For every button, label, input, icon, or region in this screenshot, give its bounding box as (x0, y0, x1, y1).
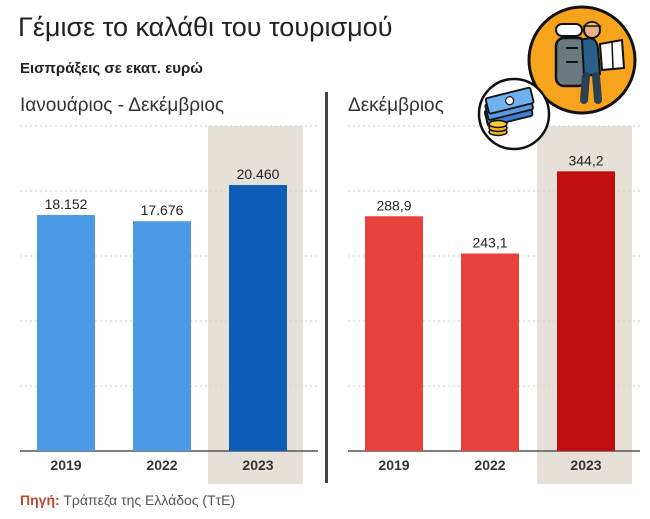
left-value-label-2022: 17.676 (141, 202, 184, 218)
right-value-label-2019: 288,9 (376, 197, 411, 213)
left-panel-title: Ιανουάριος - Δεκέμβριος (20, 95, 225, 116)
right-bar-2023 (557, 171, 615, 451)
right-panel-title: Δεκέμβριος (348, 95, 444, 116)
left-tick-label-2022: 2022 (146, 457, 177, 473)
traveler-backpack-icon (527, 5, 637, 115)
right-tick-label-2022: 2022 (474, 457, 505, 473)
source-text: Τράπεζα της Ελλάδος (ΤτΕ) (63, 492, 236, 508)
right-tick-label-2023: 2023 (570, 457, 601, 473)
money-stack-icon (477, 77, 551, 151)
right-value-label-2022: 243,1 (472, 234, 507, 250)
panel-divider (325, 92, 328, 483)
left-bar-2023 (229, 185, 287, 451)
left-bar-2019 (37, 215, 95, 451)
chart-title: Γέμισε το καλάθι του τουρισμού (18, 12, 393, 42)
right-value-label-2023: 344,2 (568, 152, 603, 168)
source-note: Πηγή: Τράπεζα της Ελλάδος (ΤτΕ) (20, 492, 235, 508)
left-bar-2022 (133, 221, 191, 451)
right-bar-2022 (461, 253, 519, 451)
left-value-label-2019: 18.152 (45, 196, 88, 212)
right-tick-label-2019: 2019 (378, 457, 409, 473)
chart-subtitle: Εισπράξεις σε εκατ. ευρώ (20, 60, 203, 77)
left-tick-label-2019: 2019 (50, 457, 81, 473)
right-bar-2019 (365, 216, 423, 451)
left-tick-label-2023: 2023 (242, 457, 273, 473)
left-value-label-2023: 20.460 (237, 166, 280, 182)
source-label: Πηγή: (20, 492, 60, 508)
